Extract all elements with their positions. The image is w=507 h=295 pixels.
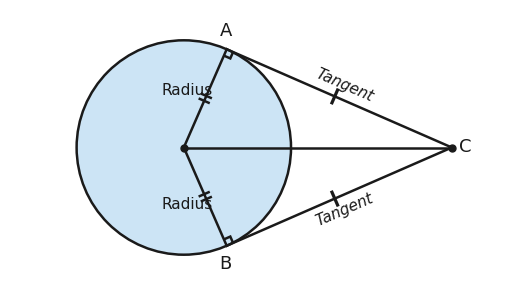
Text: Radius: Radius bbox=[162, 83, 213, 98]
Circle shape bbox=[77, 40, 291, 255]
Text: A: A bbox=[220, 22, 232, 40]
Text: Tangent: Tangent bbox=[314, 66, 376, 105]
Text: Tangent: Tangent bbox=[314, 190, 376, 229]
Text: Radius: Radius bbox=[162, 197, 213, 212]
Text: C: C bbox=[459, 138, 472, 157]
Text: B: B bbox=[220, 255, 232, 273]
